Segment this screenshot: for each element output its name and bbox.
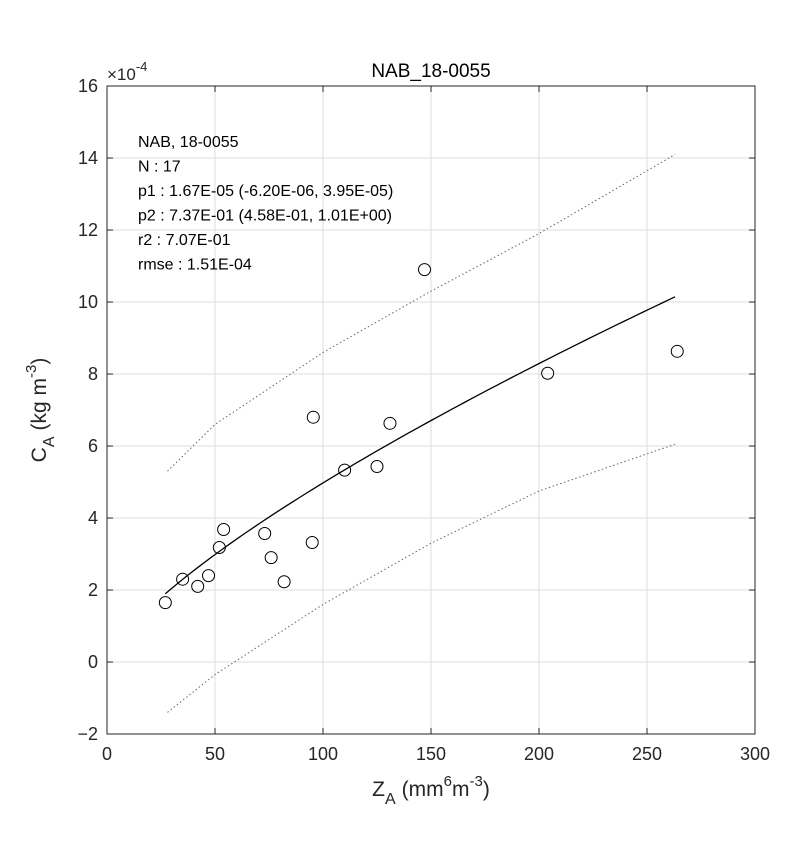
x-axis-label-base: Z xyxy=(372,778,385,801)
data-point xyxy=(277,575,291,589)
y-tick-label: 16 xyxy=(78,76,98,96)
data-point xyxy=(418,263,432,277)
data-point xyxy=(176,572,190,586)
x-tick-label: 100 xyxy=(308,744,338,764)
y-axis-label-base: C xyxy=(28,447,51,462)
data-point xyxy=(541,366,555,380)
y-tick-label: 12 xyxy=(78,220,98,240)
data-point xyxy=(217,523,231,537)
x-axis-label: ZA (mm6m-3) xyxy=(372,773,490,808)
fit-curve-group xyxy=(164,296,676,595)
fit-curve xyxy=(164,296,676,595)
x-axis-label-sub: A xyxy=(385,791,396,808)
data-point xyxy=(306,410,320,424)
x-axis-label-unit-sup2: -3 xyxy=(469,773,482,790)
data-point xyxy=(212,541,226,555)
data-points xyxy=(158,263,684,610)
y-exponent-prefix: ×10 xyxy=(107,65,136,84)
y-tick-label: 10 xyxy=(78,292,98,312)
data-point xyxy=(258,526,272,540)
x-tick-label: 50 xyxy=(205,744,225,764)
y-axis-label-unit-sup: -3 xyxy=(23,365,40,378)
x-tick-label: 250 xyxy=(632,744,662,764)
data-point xyxy=(264,551,278,565)
y-tick-label: 4 xyxy=(88,508,98,528)
y-tick-label: 0 xyxy=(88,652,98,672)
annotation-line: N : 17 xyxy=(138,159,181,176)
y-tick-label: 8 xyxy=(88,364,98,384)
data-point xyxy=(370,460,384,474)
x-tick-label: 200 xyxy=(524,744,554,764)
y-exponent-label: ×10-4 xyxy=(107,59,147,84)
y-tick-label: 2 xyxy=(88,580,98,600)
x-axis-label-unit-pre: (mm xyxy=(402,778,444,801)
chart-title: NAB_18-0055 xyxy=(371,61,490,82)
annotation-line: NAB, 18-0055 xyxy=(138,134,239,151)
x-axis-label-unit-mid: m xyxy=(452,778,470,801)
x-tick-label: 300 xyxy=(740,744,770,764)
y-axis-label-sub: A xyxy=(41,436,58,447)
data-point xyxy=(305,535,319,549)
y-tick-label: −2 xyxy=(77,724,98,744)
data-point xyxy=(191,579,205,593)
y-axis-label: CA (kg m-3) xyxy=(23,358,58,463)
y-tick-label: 6 xyxy=(88,436,98,456)
data-point xyxy=(338,463,352,477)
y-tick-label: 14 xyxy=(78,148,98,168)
x-tick-label: 0 xyxy=(102,744,112,764)
y-axis-label-unit-post: ) xyxy=(28,358,51,365)
y-exponent-power: -4 xyxy=(136,59,148,74)
data-point xyxy=(158,596,172,610)
data-point xyxy=(670,344,684,358)
x-axis-label-unit-sup: 6 xyxy=(444,773,452,790)
data-point xyxy=(383,416,397,430)
annotation-line: p2 : 7.37E-01 (4.58E-01, 1.01E+00) xyxy=(138,208,392,225)
stats-annotation: NAB, 18-0055 N : 17 p1 : 1.67E-05 (-6.20E-… xyxy=(138,134,393,274)
annotation-line: r2 : 7.07E-01 xyxy=(138,232,231,249)
annotation-line: p1 : 1.67E-05 (-6.20E-06, 3.95E-05) xyxy=(138,183,393,200)
axis-ticks xyxy=(106,85,756,735)
confidence-bounds xyxy=(167,153,676,713)
bound-upper xyxy=(167,153,676,472)
annotation-line: rmse : 1.51E-04 xyxy=(138,257,252,274)
data-point xyxy=(202,569,216,583)
x-tick-label: 150 xyxy=(416,744,446,764)
y-axis-label-unit-pre: (kg m xyxy=(28,378,51,431)
x-axis-label-unit-post: ) xyxy=(483,778,490,801)
